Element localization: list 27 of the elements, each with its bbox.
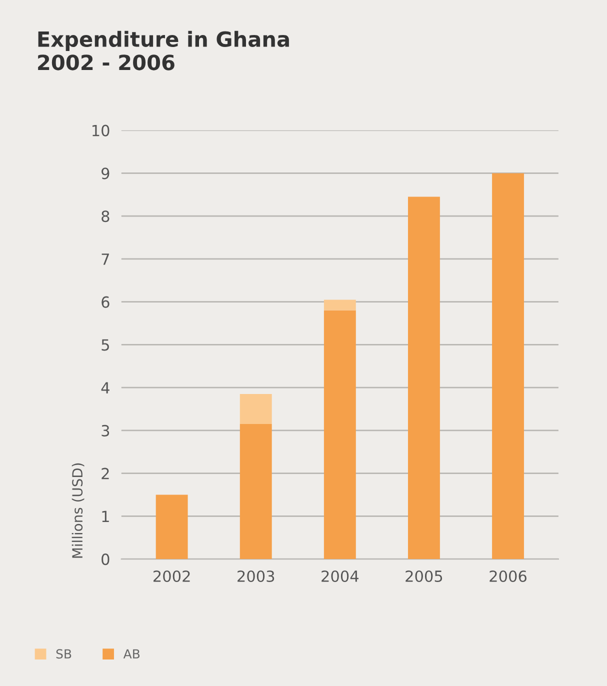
bar (324, 310, 356, 560)
bar (156, 494, 188, 560)
x-tick-label: 2003 (238, 570, 274, 582)
y-tick-label: 8 (102, 210, 110, 222)
x-tick-label: 2002 (154, 570, 190, 582)
y-tick-label: 2 (102, 468, 109, 480)
y-tick-label: 0 (102, 554, 110, 566)
x-tick-label: 2004 (322, 570, 359, 582)
y-tick-label: 5 (102, 339, 109, 351)
y-tick-label: 3 (102, 424, 110, 436)
y-tick-label: 6 (102, 296, 110, 308)
chart-title: Expenditure in Ghana 2002 - 2006 (38, 30, 289, 70)
bar (240, 424, 272, 560)
legend-label: AB (123, 649, 140, 658)
y-tick-label: 4 (101, 382, 110, 394)
x-tick-label: 2005 (406, 570, 442, 582)
y-tick-label: 9 (102, 168, 110, 180)
y-tick-label: 7 (102, 254, 109, 265)
bar (408, 196, 440, 560)
legend-label: SB (56, 649, 72, 659)
bar (492, 173, 524, 560)
bar (240, 394, 272, 424)
x-tick-label: 2006 (490, 570, 526, 582)
y-axis-title: Millions (USD) (72, 463, 84, 558)
bar (324, 300, 356, 310)
y-tick-label: 1 (102, 510, 109, 522)
y-tick-label: 10 (92, 124, 110, 136)
